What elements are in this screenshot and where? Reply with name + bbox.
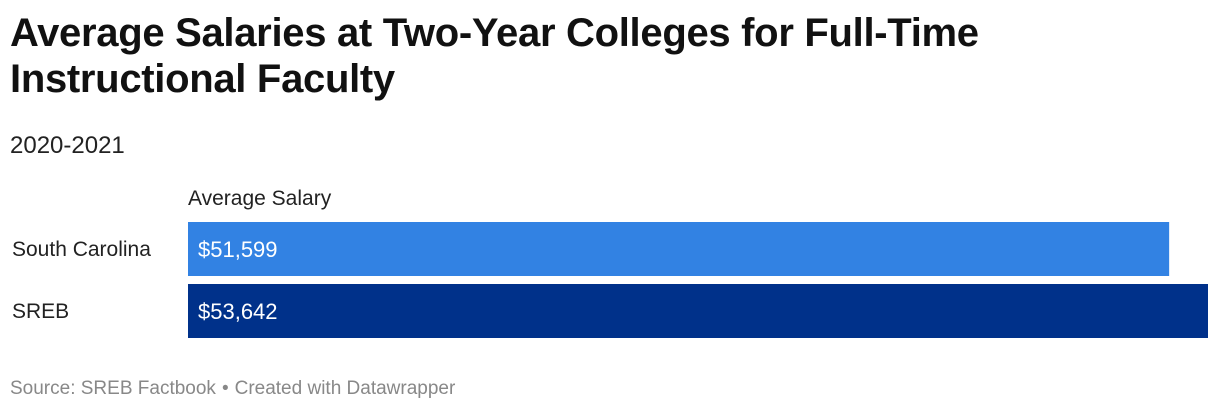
category-label: South Carolina [12, 238, 151, 261]
bar [188, 222, 1170, 276]
bars-group: South Carolina $51,599 SREB $53,642 [12, 222, 1208, 338]
footer-separator: • [221, 378, 229, 399]
chart-title: Average Salaries at Two-Year Colleges fo… [10, 11, 979, 101]
bar-value-label: $53,642 [198, 299, 278, 324]
bar-chart: Average Salary South Carolina $51,599 SREB… [12, 187, 1208, 338]
footer: Source: SREB Factbook • Created with Dataw… [10, 377, 455, 401]
category-label: SREB [12, 300, 69, 323]
bar [188, 284, 1208, 338]
chart-subtitle: 2020-2021 [10, 132, 125, 159]
source-text: Source: SREB Factbook [10, 378, 216, 399]
credit-text: Created with Datawrapper [234, 378, 456, 399]
bar-value-label: $51,599 [198, 237, 278, 262]
column-header: Average Salary [188, 187, 332, 210]
